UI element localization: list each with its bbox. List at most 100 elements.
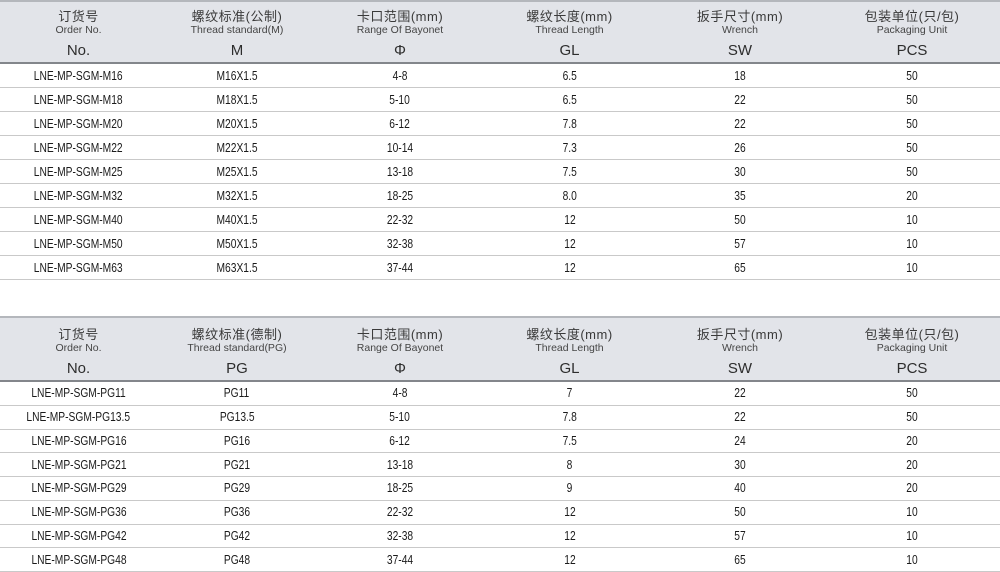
column-header: 螺纹标准(公制) Thread standard(M) M [157,9,317,62]
table-row: LNE-MP-SGM-PG29 PG29 18-25 9 40 20 [0,477,1000,501]
cell-value: 12 [563,260,576,275]
column-header: 订货号 Order No. No. [0,327,157,380]
pg-thread-table: 订货号 Order No. No. 螺纹标准(德制) Thread standa… [0,316,1000,572]
table-cell: 10 [824,237,1000,251]
table-cell: 10 [824,261,1000,275]
cell-value: M22X1.5 [216,140,258,155]
column-header-zh: 螺纹长度(mm) [526,9,613,24]
table-cell: 22 [656,117,824,131]
cell-value: LNE-MP-SGM-PG21 [30,457,127,472]
table-cell: 65 [656,261,824,275]
column-header-zh: 订货号 [58,9,99,24]
column-header: 订货号 Order No. No. [0,9,157,62]
table-body: LNE-MP-SGM-PG11 PG11 4-8 7 22 50 LNE-MP-SGM-PG… [0,382,1000,572]
cell-value: M25X1.5 [216,164,258,179]
cell-value: LNE-MP-SGM-M22 [34,140,123,155]
cell-value: M32X1.5 [216,188,258,203]
table-cell: 18-25 [317,189,483,203]
table-cell: 7.8 [483,410,656,424]
table-cell: LNE-MP-SGM-M18 [0,93,157,107]
table-cell: LNE-MP-SGM-PG48 [0,553,157,567]
cell-value: 7.5 [562,433,577,448]
table-cell: 6.5 [483,69,656,83]
cell-value: 18-25 [386,188,414,203]
cell-value: 8.0 [562,188,577,203]
table-header-row: 订货号 Order No. No. 螺纹标准(公制) Thread standa… [0,0,1000,64]
cell-value: 22 [734,386,746,401]
table-cell: 7.8 [483,117,656,131]
cell-value: 26 [734,140,746,155]
column-header-en: Thread standard(M) [190,24,284,36]
table-cell: 20 [824,481,1000,495]
cell-value: 4-8 [392,68,408,83]
table-cell: LNE-MP-SGM-M25 [0,165,157,179]
column-header-en: Range Of Bayonet [356,342,444,354]
table-cell: LNE-MP-SGM-PG36 [0,505,157,519]
table-row: LNE-MP-SGM-PG16 PG16 6-12 7.5 24 20 [0,429,1000,454]
table-cell: 22-32 [317,213,483,227]
column-header-code: No. [66,42,91,59]
column-header: 螺纹长度(mm) Thread Length GL [483,9,656,62]
table-cell: 22 [656,410,824,424]
table-cell: 30 [656,458,824,472]
table-cell: M20X1.5 [157,117,317,131]
column-header-code: Φ [394,360,406,377]
table-cell: 7 [483,386,656,400]
cell-value: 12 [563,528,576,543]
table-cell: M32X1.5 [157,189,317,203]
column-header-zh: 卡口范围(mm) [356,9,444,24]
table-cell: PG11 [157,386,317,400]
column-header-code: M [230,42,244,59]
cell-value: 4-8 [392,386,408,401]
table-body: LNE-MP-SGM-M16 M16X1.5 4-8 6.5 18 50 LNE-MP-SG… [0,64,1000,280]
cell-value: 22-32 [386,212,414,227]
cell-value: 10 [906,236,918,251]
table-cell: LNE-MP-SGM-PG42 [0,529,157,543]
cell-value: 7.8 [562,116,577,131]
cell-value: 7.5 [562,164,577,179]
table-cell: LNE-MP-SGM-M63 [0,261,157,275]
column-header: 螺纹长度(mm) Thread Length GL [483,327,656,380]
cell-value: LNE-MP-SGM-M18 [34,92,123,107]
column-header-en: Wrench [722,24,758,36]
table-cell: LNE-MP-SGM-PG11 [0,386,157,400]
table-cell: 37-44 [317,553,483,567]
cell-value: 30 [734,457,746,472]
column-header-zh: 扳手尺寸(mm) [696,9,784,24]
column-header-code: Φ [394,42,406,59]
cell-value: 50 [906,410,918,425]
table-cell: 22-32 [317,505,483,519]
table-cell: 32-38 [317,237,483,251]
cell-value: 24 [734,433,746,448]
table-row: LNE-MP-SGM-PG42 PG42 32-38 12 57 10 [0,524,1000,549]
table-cell: PG29 [157,481,317,495]
table-row: LNE-MP-SGM-M63 M63X1.5 37-44 12 65 10 [0,256,1000,280]
table-cell: 50 [656,213,824,227]
cell-value: PG48 [223,552,251,567]
table-cell: 7.5 [483,165,656,179]
cell-value: 12 [563,212,576,227]
table-cell: 50 [824,165,1000,179]
table-cell: 12 [483,553,656,567]
table-cell: 8 [483,458,656,472]
cell-value: 35 [734,188,746,203]
table-cell: 50 [824,69,1000,83]
cell-value: PG42 [223,528,251,543]
cell-value: 65 [734,260,746,275]
cell-value: LNE-MP-SGM-PG36 [30,505,127,520]
cell-value: PG13.5 [219,410,255,425]
column-header-code: PCS [896,360,928,377]
table-cell: 18-25 [317,481,483,495]
table-cell: 10 [824,529,1000,543]
cell-value: PG11 [224,386,250,401]
table-row: LNE-MP-SGM-M40 M40X1.5 22-32 12 50 10 [0,208,1000,232]
table-cell: 22 [656,386,824,400]
table-cell: LNE-MP-SGM-PG13.5 [0,410,157,424]
table-row: LNE-MP-SGM-M50 M50X1.5 32-38 12 57 10 [0,232,1000,256]
cell-value: 22 [734,410,746,425]
table-row: LNE-MP-SGM-M22 M22X1.5 10-14 7.3 26 50 [0,136,1000,160]
cell-value: 20 [906,457,918,472]
table-cell: M40X1.5 [157,213,317,227]
table-cell: 4-8 [317,69,483,83]
